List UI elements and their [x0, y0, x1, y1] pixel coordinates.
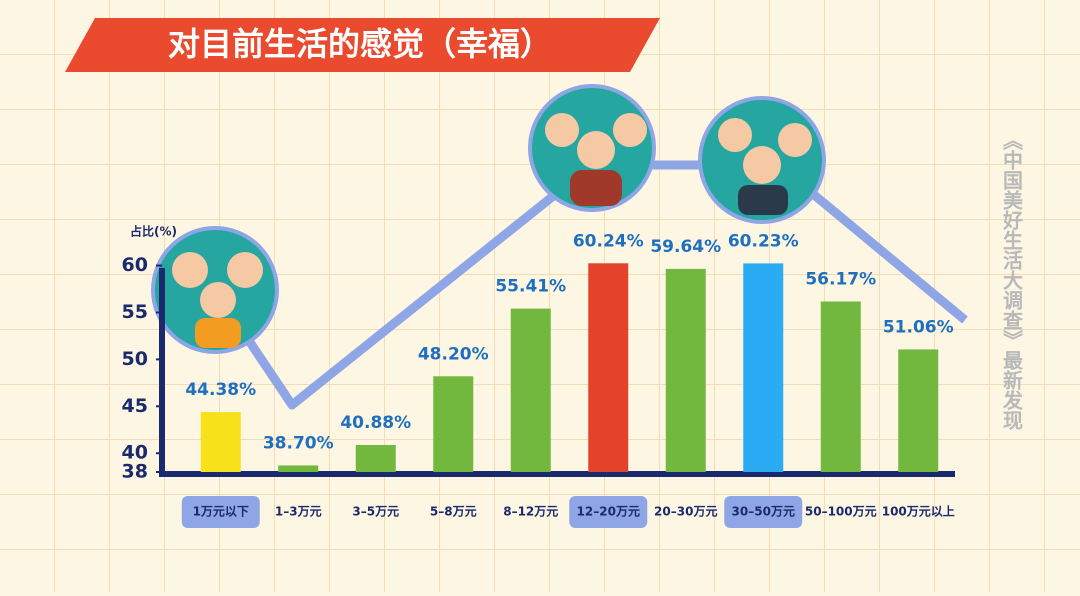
chart-title: 对目前生活的感觉（幸福） — [168, 25, 552, 63]
value-label: 40.88% — [340, 413, 411, 433]
x-tick-label: 30–50万元 — [732, 505, 795, 519]
value-label: 44.38% — [185, 380, 256, 400]
bar — [743, 263, 784, 472]
x-tick-label: 50–100万元 — [805, 505, 877, 519]
title-banner — [65, 18, 660, 72]
bar — [588, 263, 629, 472]
y-tick-label: 38 — [122, 461, 148, 483]
people-icon — [528, 84, 656, 212]
x-tick-label: 100万元以上 — [882, 504, 955, 519]
bar — [278, 465, 319, 472]
x-tick-label: 1万元以下 — [193, 505, 249, 519]
y-tick-label: 50 — [122, 348, 148, 370]
people-icon — [698, 96, 826, 224]
x-tick-label: 3–5万元 — [352, 505, 399, 519]
value-label: 60.23% — [728, 231, 799, 251]
value-label: 38.70% — [263, 433, 334, 453]
bar — [898, 349, 939, 472]
x-tick-label: 8–12万元 — [503, 505, 558, 519]
x-tick-label: 20–30万元 — [654, 505, 717, 519]
y-tick-label: 55 — [122, 301, 148, 323]
x-tick-label: 12–20万元 — [577, 505, 640, 519]
y-tick-label: 45 — [122, 395, 148, 417]
value-label: 48.20% — [418, 344, 489, 364]
y-tick-label: 40 — [122, 442, 148, 464]
value-label: 51.06% — [883, 317, 954, 337]
side-text: 《中国美好生活大调查》最新发现 — [1000, 130, 1024, 431]
category-highlight — [181, 496, 260, 528]
x-tick-label: 5–8万元 — [430, 505, 477, 519]
bar — [820, 301, 861, 472]
category-highlight — [569, 496, 648, 528]
y-tick-label: 60 — [122, 254, 148, 276]
people-icon — [151, 226, 279, 354]
y-axis-label: 占比(%) — [130, 224, 177, 239]
value-label: 60.24% — [573, 231, 644, 251]
bar — [355, 444, 396, 472]
bar — [200, 412, 241, 472]
bar — [433, 376, 474, 472]
value-label: 55.41% — [495, 277, 566, 297]
bar — [510, 308, 551, 472]
value-label: 59.64% — [650, 237, 721, 257]
value-label: 56.17% — [805, 269, 876, 289]
bar — [665, 268, 706, 472]
x-tick-label: 1–3万元 — [275, 505, 322, 519]
category-highlight — [724, 496, 803, 528]
